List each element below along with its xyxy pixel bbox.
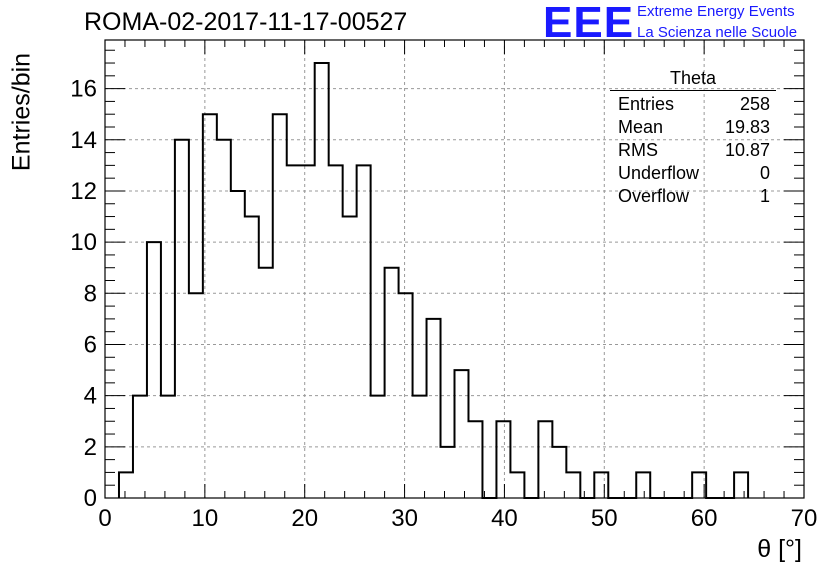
stats-value: 1	[759, 186, 770, 206]
y-tick-label: 8	[84, 280, 97, 307]
histogram-bin	[552, 447, 566, 498]
chart-title: ROMA-02-2017-11-17-00527	[84, 8, 408, 36]
histogram-bin	[259, 268, 273, 498]
histogram-bin	[455, 370, 469, 498]
stats-row-rms: RMS 10.87	[610, 139, 776, 162]
stats-box: Theta Entries 258 Mean 19.83 RMS 10.87 Unde…	[610, 68, 776, 208]
histogram-bin	[315, 63, 329, 498]
x-tick-label: 40	[491, 505, 518, 532]
stats-label: RMS	[618, 140, 658, 160]
histogram-bin	[734, 472, 748, 498]
histogram-bin	[217, 140, 231, 498]
stats-title: Theta	[610, 68, 776, 91]
y-tick-label: 16	[70, 76, 97, 103]
stats-row-entries: Entries 258	[610, 93, 776, 116]
histogram-bin	[510, 472, 524, 498]
histogram-bin	[538, 421, 552, 498]
x-tick-label: 30	[391, 505, 418, 532]
plot-frame	[104, 39, 805, 499]
x-tick-label: 70	[791, 505, 818, 532]
stats-row-underflow: Underflow 0	[610, 162, 776, 185]
histogram-bin	[147, 242, 161, 498]
x-tick-label: 20	[291, 505, 318, 532]
histogram-bin	[357, 165, 371, 498]
stats-value: 10.87	[724, 140, 770, 160]
stats-value: 19.83	[724, 117, 770, 137]
stats-label: Overflow	[618, 186, 690, 206]
stats-value: 0	[759, 163, 770, 183]
logo-line-2: La Scienza nelle Scuole	[637, 24, 798, 41]
histogram-bin	[594, 472, 608, 498]
y-tick-label: 12	[70, 178, 97, 205]
histogram-bin	[329, 165, 343, 498]
histogram-bin	[301, 165, 315, 498]
histogram-bin	[175, 140, 189, 498]
histogram-bin	[427, 319, 441, 498]
stats-value: 258	[739, 94, 770, 114]
histogram-bin	[119, 472, 133, 498]
x-tick-label: 10	[192, 505, 219, 532]
histogram-bin	[273, 114, 287, 498]
stats-label: Entries	[618, 94, 675, 114]
y-tick-label: 14	[70, 127, 97, 154]
stats-row-mean: Mean 19.83	[610, 116, 776, 139]
x-tick-label: 0	[98, 505, 111, 532]
histogram-bin	[566, 472, 580, 498]
histogram-bin	[245, 217, 259, 498]
y-axis-label: Entries/bin	[7, 52, 36, 172]
histogram-bin	[441, 447, 455, 498]
x-tick-label: 50	[591, 505, 618, 532]
x-axis-label: θ [°]	[757, 535, 802, 563]
y-tick-label: 6	[84, 331, 97, 358]
stats-row-overflow: Overflow 1	[610, 185, 776, 208]
stats-label: Underflow	[618, 163, 700, 183]
stats-label: Mean	[618, 117, 664, 137]
histogram-bin	[343, 217, 357, 498]
histogram-bin	[496, 421, 510, 498]
histogram-bin	[287, 165, 301, 498]
eee-logo: EEE	[543, 0, 635, 47]
y-tick-label: 2	[84, 434, 97, 461]
x-tick-label: 60	[691, 505, 718, 532]
y-tick-label: 4	[84, 383, 97, 410]
histogram-bin	[636, 472, 650, 498]
y-tick-label: 10	[70, 229, 97, 256]
histogram-bin	[385, 268, 399, 498]
y-tick-label: 0	[84, 485, 97, 512]
histogram-bin	[468, 421, 482, 498]
logo-line-1: Extreme Energy Events	[637, 3, 795, 20]
